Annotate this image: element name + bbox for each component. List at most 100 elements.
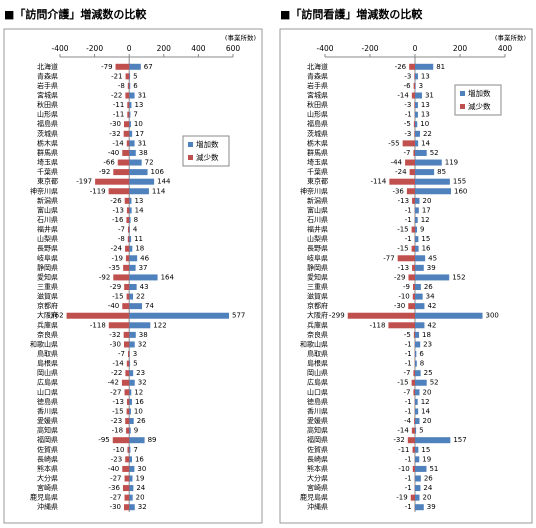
data-label: 4 bbox=[133, 226, 138, 234]
data-label: 25 bbox=[424, 369, 433, 377]
chart-title: ■「訪問看護」増減数の比較 bbox=[280, 7, 423, 21]
bar bbox=[411, 226, 415, 233]
bar bbox=[124, 475, 130, 482]
category-label: 山梨県 bbox=[37, 234, 58, 243]
data-label: 26 bbox=[424, 474, 433, 482]
data-label: -24 bbox=[395, 168, 407, 176]
data-label: -95 bbox=[98, 436, 109, 444]
bar bbox=[108, 188, 130, 195]
bar bbox=[125, 456, 130, 463]
bar bbox=[129, 140, 135, 147]
data-label: -15 bbox=[397, 379, 408, 387]
bar bbox=[415, 82, 416, 89]
category-label: 和歌山県 bbox=[300, 339, 328, 348]
bar bbox=[129, 370, 134, 377]
category-label: 和歌山県 bbox=[30, 339, 58, 348]
bar bbox=[125, 92, 130, 99]
data-label: 24 bbox=[136, 484, 145, 492]
data-label: 20 bbox=[423, 494, 432, 502]
data-label: 43 bbox=[140, 283, 149, 291]
bar bbox=[126, 398, 130, 405]
data-label: 16 bbox=[422, 245, 431, 253]
x-tick-label: -200 bbox=[86, 44, 103, 53]
data-label: 13 bbox=[421, 111, 430, 119]
bar bbox=[412, 197, 415, 204]
category-label: 静岡県 bbox=[307, 263, 328, 272]
data-label: -10 bbox=[398, 293, 409, 301]
bar bbox=[129, 149, 136, 156]
data-label: -1 bbox=[405, 206, 412, 214]
data-label: 13 bbox=[134, 101, 143, 109]
data-label: 19 bbox=[135, 474, 144, 482]
bar bbox=[127, 446, 130, 453]
data-label: 160 bbox=[454, 187, 467, 195]
bar bbox=[129, 504, 135, 511]
bar bbox=[388, 322, 415, 329]
bar bbox=[122, 465, 130, 472]
data-label: 31 bbox=[138, 139, 147, 147]
data-label: 7 bbox=[133, 446, 137, 454]
data-label: 8 bbox=[134, 216, 138, 224]
data-label: 42 bbox=[427, 302, 436, 310]
data-label: -13 bbox=[398, 264, 409, 272]
bar bbox=[126, 360, 130, 367]
data-label: -14 bbox=[397, 92, 409, 100]
data-label: -118 bbox=[370, 321, 386, 329]
bar bbox=[115, 63, 130, 70]
data-label: -11 bbox=[398, 446, 409, 454]
data-label: 72 bbox=[145, 159, 154, 167]
category-label: 宮城県 bbox=[37, 91, 58, 100]
category-label: 福井県 bbox=[37, 225, 58, 234]
bar bbox=[411, 245, 415, 252]
bar bbox=[129, 351, 130, 358]
bar bbox=[415, 293, 423, 300]
data-label: -29 bbox=[110, 283, 121, 291]
category-label: 兵庫県 bbox=[307, 320, 328, 329]
bar bbox=[413, 121, 415, 128]
legend-swatch bbox=[460, 91, 465, 96]
data-label: 12 bbox=[421, 216, 430, 224]
data-label: 20 bbox=[423, 388, 432, 396]
bar bbox=[415, 351, 417, 358]
data-label: -23 bbox=[111, 417, 122, 425]
data-label: 3 bbox=[133, 350, 137, 358]
category-label: 千葉県 bbox=[307, 167, 328, 176]
bar bbox=[129, 341, 135, 348]
bar bbox=[129, 82, 131, 89]
bar bbox=[124, 121, 130, 128]
bar bbox=[415, 111, 418, 118]
data-label: -24 bbox=[111, 245, 123, 253]
category-label: 静岡県 bbox=[37, 263, 58, 272]
data-label: 14 bbox=[135, 206, 144, 214]
bar bbox=[413, 389, 415, 396]
data-label: 31 bbox=[138, 92, 147, 100]
data-label: -299 bbox=[329, 312, 345, 320]
category-label: 滋賀県 bbox=[37, 292, 58, 301]
bar bbox=[411, 92, 415, 99]
data-label: 89 bbox=[148, 436, 157, 444]
bar bbox=[129, 312, 230, 319]
data-label: 119 bbox=[445, 159, 458, 167]
bar bbox=[113, 169, 130, 176]
category-label: 山形県 bbox=[307, 110, 328, 119]
bar bbox=[347, 312, 415, 319]
bar bbox=[412, 293, 415, 300]
category-label: 島根県 bbox=[37, 359, 58, 368]
bar bbox=[127, 111, 130, 118]
x-tick-label: -200 bbox=[361, 44, 378, 53]
bar bbox=[127, 102, 130, 109]
bar bbox=[402, 140, 415, 147]
bar bbox=[415, 322, 425, 329]
bar bbox=[415, 149, 427, 156]
bar bbox=[129, 130, 133, 137]
category-label: 鳥取県 bbox=[37, 349, 58, 358]
bar bbox=[407, 437, 415, 444]
category-label: 岩手県 bbox=[37, 81, 58, 90]
category-label: 山口県 bbox=[307, 387, 328, 396]
category-label: 三重県 bbox=[307, 283, 328, 291]
data-label: -1 bbox=[405, 235, 412, 243]
data-label: 23 bbox=[136, 369, 145, 377]
category-label: 埼玉県 bbox=[37, 158, 58, 167]
data-label: -7 bbox=[403, 369, 410, 377]
legend-label: 増加数 bbox=[196, 139, 219, 149]
